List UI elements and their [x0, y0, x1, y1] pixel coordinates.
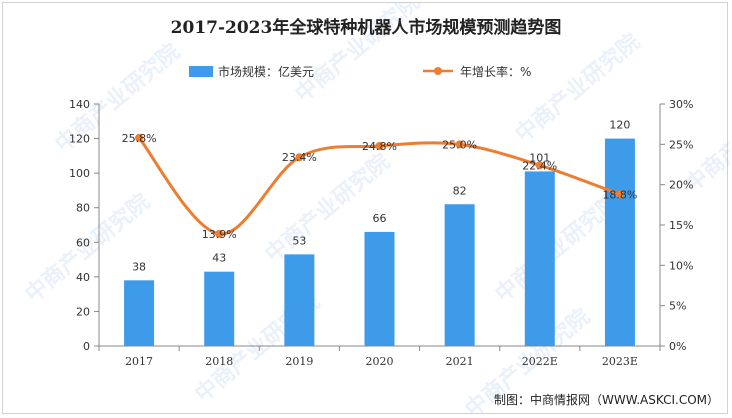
x-tick-label: 2021 [446, 355, 474, 368]
growth-rate-point [375, 141, 384, 150]
growth-rate-label: 22.4% [522, 159, 557, 172]
bar-value-label: 101 [529, 151, 550, 164]
growth-rate-label: 25.0% [442, 138, 477, 151]
legend-bar-swatch [189, 66, 213, 77]
bar [604, 138, 635, 346]
right-tick-label: 5% [669, 300, 686, 313]
growth-rate-label: 25.8% [122, 132, 157, 145]
growth-rate-point [535, 161, 544, 170]
right-tick-label: 30% [669, 98, 693, 111]
x-tick-label: 2017 [125, 355, 153, 368]
bar [444, 204, 475, 346]
line-series [135, 133, 624, 238]
bar-value-label: 53 [292, 234, 306, 247]
bar-value-label: 43 [212, 252, 226, 265]
left-tick-label: 80 [76, 202, 90, 215]
bar [284, 254, 315, 346]
right-tick-label: 20% [669, 179, 693, 192]
growth-rate-label: 13.9% [202, 228, 237, 241]
legend-line-label: 年增长率：% [460, 64, 531, 79]
right-tick-label: 0% [669, 340, 686, 353]
left-tick-label: 40 [76, 271, 90, 284]
x-tick-label: 2018 [205, 355, 233, 368]
growth-rate-point [295, 153, 304, 162]
x-tick-label: 2022E [522, 355, 558, 368]
x-tick-label: 2019 [285, 355, 313, 368]
bar-value-label: 66 [373, 212, 387, 225]
left-tick-label: 120 [69, 133, 90, 146]
bar-series [124, 138, 635, 346]
bar-value-label: 82 [453, 184, 467, 197]
growth-rate-point [135, 133, 144, 142]
data-labels: 38 43 53 66 82 101 120 25.8% 13.9% 23.4% 24.8% 25.0… [122, 119, 638, 274]
left-tick-label: 60 [76, 236, 90, 249]
growth-rate-label: 23.4% [282, 151, 317, 164]
left-tick-label: 20 [76, 305, 90, 318]
source-note: 制图：中商情报网（WWW.ASKCI.COM） [494, 392, 719, 407]
bar [204, 271, 235, 346]
bar-value-label: 38 [132, 260, 146, 273]
growth-rate-point [615, 190, 624, 199]
legend-line-marker [434, 67, 442, 75]
left-tick-label: 0 [83, 340, 90, 353]
growth-rate-label: 24.8% [362, 140, 397, 153]
right-tick-label: 10% [669, 259, 693, 272]
legend-bar-label: 市场规模：亿美元 [218, 64, 314, 79]
watermark-text: 中商产业研究院 [490, 189, 625, 308]
growth-rate-point [215, 229, 224, 238]
bar-value-label: 120 [609, 119, 630, 132]
right-tick-label: 25% [669, 138, 693, 151]
x-tick-label: 2020 [366, 355, 394, 368]
legend: 市场规模：亿美元 年增长率：% [189, 64, 531, 79]
left-tick-label: 100 [69, 167, 90, 180]
bar [364, 231, 395, 346]
bar [524, 171, 555, 346]
chart-title: 2017-2023年全球特种机器人市场规模预测趋势图 [171, 17, 562, 38]
growth-rate-label: 18.8% [602, 188, 637, 201]
bar [124, 280, 155, 346]
left-tick-label: 140 [69, 98, 90, 111]
right-tick-label: 15% [669, 219, 693, 232]
x-tick-label: 2023E [602, 355, 638, 368]
growth-rate-point [455, 140, 464, 149]
